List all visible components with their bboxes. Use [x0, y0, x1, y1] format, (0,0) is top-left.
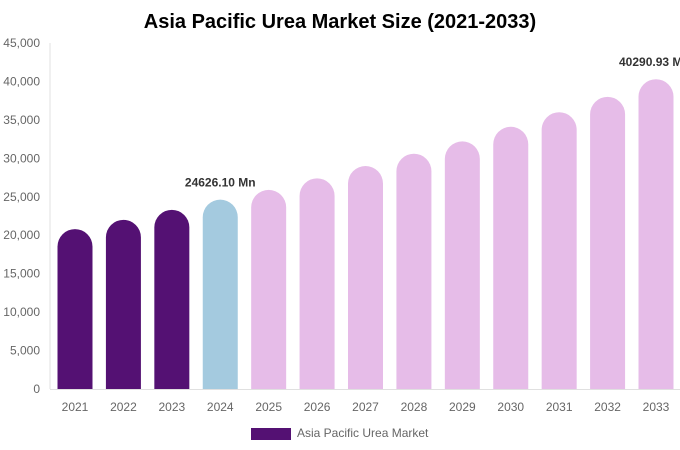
x-tick-label: 2033 — [643, 400, 670, 414]
y-tick-label: 35,000 — [3, 113, 40, 127]
x-tick-label: 2025 — [255, 400, 282, 414]
x-tick-label: 2027 — [352, 400, 379, 414]
x-tick-label: 2029 — [449, 400, 476, 414]
legend-swatch — [251, 428, 291, 440]
bar-2030[interactable] — [493, 126, 529, 390]
bar-2024[interactable] — [202, 199, 238, 389]
chart-title: Asia Pacific Urea Market Size (2021-2033… — [144, 11, 536, 33]
bar-2025[interactable] — [251, 189, 287, 389]
y-tick-label: 25,000 — [3, 190, 40, 204]
y-tick-label: 10,000 — [3, 305, 40, 319]
y-tick-label: 30,000 — [3, 151, 40, 165]
x-tick-label: 2024 — [207, 400, 234, 414]
bar-2033[interactable] — [638, 79, 674, 389]
data-label: 40290.93 Mn — [619, 55, 680, 69]
bar-2023[interactable] — [154, 209, 190, 389]
bar-2021[interactable] — [57, 229, 93, 389]
y-tick-label: 20,000 — [3, 228, 40, 242]
data-label: 24626.10 Mn — [185, 176, 256, 190]
y-tick-label: 45,000 — [3, 36, 40, 50]
bar-2026[interactable] — [299, 178, 335, 389]
y-tick-label: 40,000 — [3, 74, 40, 88]
y-tick-label: 5,000 — [10, 344, 40, 358]
x-tick-label: 2021 — [62, 400, 89, 414]
legend-label: Asia Pacific Urea Market — [297, 426, 429, 440]
y-tick-label: 15,000 — [3, 267, 40, 281]
bar-2027[interactable] — [348, 166, 383, 389]
x-tick-label: 2028 — [401, 400, 428, 414]
x-tick-label: 2022 — [110, 400, 137, 414]
x-tick-label: 2031 — [546, 400, 573, 414]
bar-2028[interactable] — [396, 153, 432, 389]
x-tick-label: 2032 — [594, 400, 621, 414]
bar-2022[interactable] — [105, 219, 141, 389]
bar-2032[interactable] — [590, 96, 626, 390]
legend[interactable]: Asia Pacific Urea Market — [251, 426, 429, 440]
x-tick-label: 2026 — [304, 400, 331, 414]
bar-2029[interactable] — [444, 141, 480, 389]
x-tick-label: 2030 — [497, 400, 524, 414]
y-tick-label: 0 — [33, 382, 40, 396]
x-tick-label: 2023 — [158, 400, 185, 414]
bar-2031[interactable] — [541, 112, 577, 389]
